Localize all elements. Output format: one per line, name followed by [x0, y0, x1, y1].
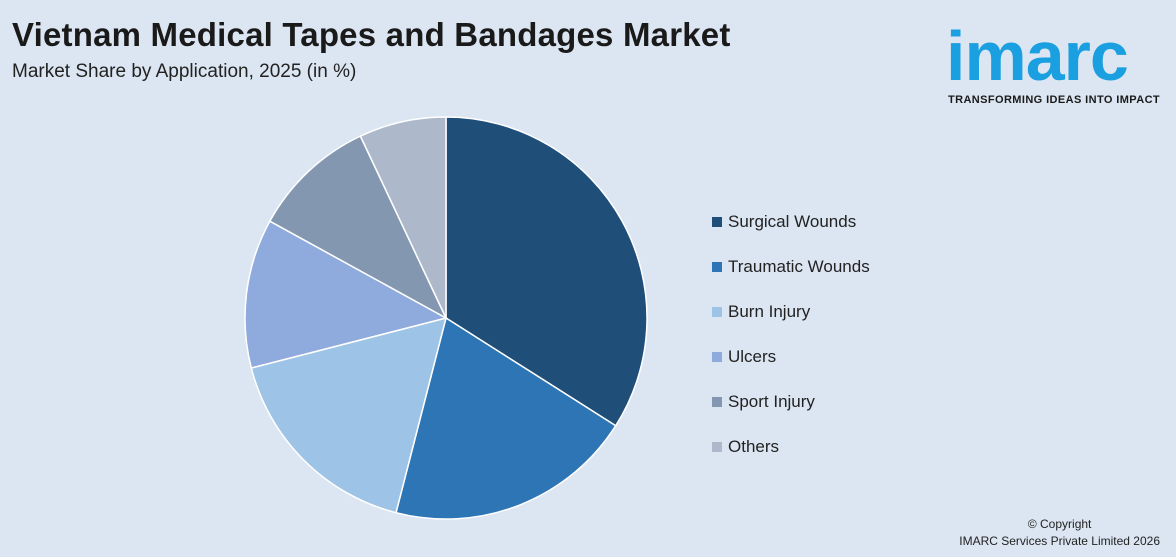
legend-swatch: [712, 306, 722, 317]
imarc-logo: imarc TRANSFORMING IDEAS INTO IMPACT: [944, 10, 1172, 110]
legend-swatch: [712, 396, 722, 407]
chart-subtitle: Market Share by Application, 2025 (in %): [12, 61, 357, 82]
pie-slice-burn-injury: [250, 316, 448, 514]
legend-item: Surgical Wounds: [712, 199, 870, 244]
legend-swatch: [712, 216, 722, 227]
logo-wordmark: imarc: [946, 17, 1129, 95]
pie-slice-traumatic-wounds: [395, 316, 617, 520]
legend-label: Burn Injury: [728, 301, 811, 321]
pie-slice-sport-injury: [268, 135, 448, 320]
logo-tagline: TRANSFORMING IDEAS INTO IMPACT: [948, 94, 1161, 106]
pie-slice-others: [359, 116, 447, 319]
legend-label: Others: [728, 436, 780, 456]
copyright-notice: © Copyright IMARC Services Private Limit…: [959, 516, 1160, 550]
legend-swatch: [712, 441, 722, 452]
legend-item: Ulcers: [712, 334, 870, 379]
copyright-line-2: IMARC Services Private Limited 2026: [959, 534, 1160, 548]
pie-slice-ulcers: [244, 220, 449, 369]
legend-item: Burn Injury: [712, 289, 870, 334]
legend-item: Others: [712, 424, 870, 469]
legend-label: Sport Injury: [728, 391, 815, 411]
pie-slice-surgical-wounds: [445, 116, 648, 427]
copyright-line-1: © Copyright: [1027, 517, 1092, 531]
chart-title: Vietnam Medical Tapes and Bandages Marke…: [12, 16, 731, 53]
legend-label: Traumatic Wounds: [728, 256, 870, 276]
legend-item: Sport Injury: [712, 379, 870, 424]
chart-legend: Surgical Wounds Traumatic Wounds Burn Inju…: [712, 199, 870, 469]
legend-swatch: [712, 261, 722, 272]
legend-label: Surgical Wounds: [728, 211, 857, 231]
legend-swatch: [712, 351, 722, 362]
legend-item: Traumatic Wounds: [712, 244, 870, 289]
legend-label: Ulcers: [728, 346, 777, 366]
